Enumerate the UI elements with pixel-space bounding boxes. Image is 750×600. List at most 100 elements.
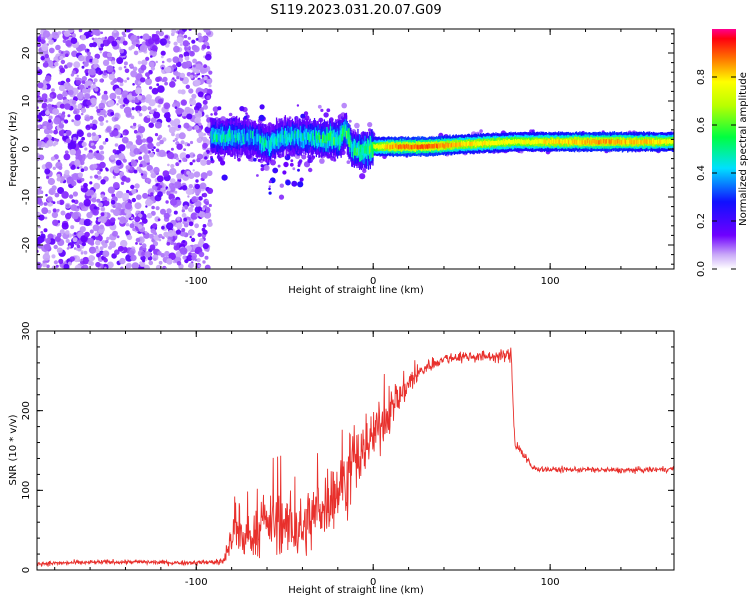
noise-blob [166, 258, 173, 265]
ridge-cell [427, 144, 429, 150]
noise-blob [139, 163, 143, 168]
ridge-cell [220, 134, 222, 143]
noise-blob [204, 156, 208, 160]
noise-blob [57, 159, 61, 163]
transition-blob [292, 167, 296, 171]
noise-blob [46, 264, 50, 269]
noise-blob [65, 40, 73, 47]
transition-blob [290, 159, 294, 163]
noise-blob [183, 148, 187, 152]
ridge-cell [249, 125, 251, 141]
noise-blob [63, 153, 71, 161]
ridge-cell [218, 133, 220, 142]
ridge-cell [325, 136, 327, 152]
ridge-cell [330, 136, 332, 145]
noise-blob [196, 196, 199, 200]
ridge-cell [324, 134, 326, 143]
noise-blob [158, 238, 162, 242]
noise-blob [158, 233, 163, 239]
noise-blob [196, 157, 201, 163]
noise-blob [112, 182, 120, 189]
noise-blob [60, 180, 64, 184]
noise-blob [125, 230, 130, 236]
noise-blob [170, 198, 177, 206]
noise-blob [67, 261, 72, 266]
ridge-cell [389, 145, 391, 150]
ridge-cell [412, 144, 414, 149]
noise-blob [122, 40, 128, 46]
ridge-halo [308, 167, 313, 173]
ridge-cell [409, 144, 411, 149]
noise-blob [73, 119, 81, 127]
noise-blob [73, 61, 81, 69]
noise-blob [93, 78, 98, 83]
noise-blob [110, 200, 116, 205]
noise-blob [130, 115, 135, 120]
noise-blob [182, 240, 186, 243]
noise-blob [150, 55, 153, 58]
noise-blob [83, 61, 89, 67]
noise-blob [137, 110, 141, 114]
ridge-cell [255, 132, 257, 141]
noise-blob [78, 202, 84, 208]
ridge-cell [253, 136, 256, 144]
ridge-cell [289, 134, 291, 143]
ridge-cell [288, 132, 290, 141]
noise-blob [95, 106, 99, 109]
ridge-cell [271, 134, 273, 142]
chart-title: S119.2023.031.20.07.G09 [270, 3, 441, 18]
noise-blob [198, 131, 205, 138]
noise-blob [153, 146, 156, 150]
ridge-cell [414, 143, 417, 149]
noise-blob [148, 122, 154, 128]
transition-blob [253, 157, 257, 162]
noise-blob [142, 33, 150, 41]
noise-blob [120, 135, 123, 138]
ridge-cell [383, 143, 386, 149]
noise-blob [137, 224, 143, 230]
noise-blob [184, 106, 191, 114]
noise-blob [194, 125, 200, 131]
noise-blob [130, 70, 138, 78]
noise-blob [202, 192, 208, 198]
noise-blob [38, 154, 45, 161]
noise-blob [157, 98, 164, 105]
ridge-cell [341, 133, 343, 142]
noise-blob [202, 142, 208, 149]
noise-blob [97, 170, 101, 175]
transition-blob [260, 167, 265, 172]
noise-blob [111, 40, 118, 47]
noise-blob [63, 263, 70, 269]
noise-blob [189, 50, 195, 57]
noise-blob [90, 97, 97, 105]
noise-blob [172, 139, 176, 143]
noise-blob [116, 57, 124, 65]
noise-blob [95, 261, 101, 268]
noise-blob [107, 261, 114, 269]
noise-blob [76, 129, 84, 138]
noise-blob [138, 112, 143, 117]
noise-blob [77, 104, 82, 110]
noise-blob [139, 145, 147, 153]
ridge-cell [215, 134, 217, 143]
ridge-cell [385, 144, 387, 149]
noise-blob [140, 77, 146, 83]
noise-blob [88, 189, 95, 196]
transition-blob [282, 170, 287, 175]
noise-blob [109, 92, 117, 100]
ridge-cell [333, 129, 335, 145]
noise-blob [193, 45, 200, 53]
ridge-cell [222, 133, 225, 149]
noise-blob [158, 30, 164, 37]
noise-blob [82, 256, 90, 265]
noise-blob [208, 70, 213, 75]
ridge-cell [212, 131, 214, 139]
noise-blob [121, 193, 130, 201]
noise-blob [167, 163, 170, 167]
ridge-cell [290, 126, 292, 143]
noise-blob [106, 65, 114, 73]
ridge-cell [268, 141, 271, 150]
ridge-cell [283, 137, 285, 145]
ridge-cell [366, 146, 368, 155]
noise-blob [146, 164, 153, 172]
